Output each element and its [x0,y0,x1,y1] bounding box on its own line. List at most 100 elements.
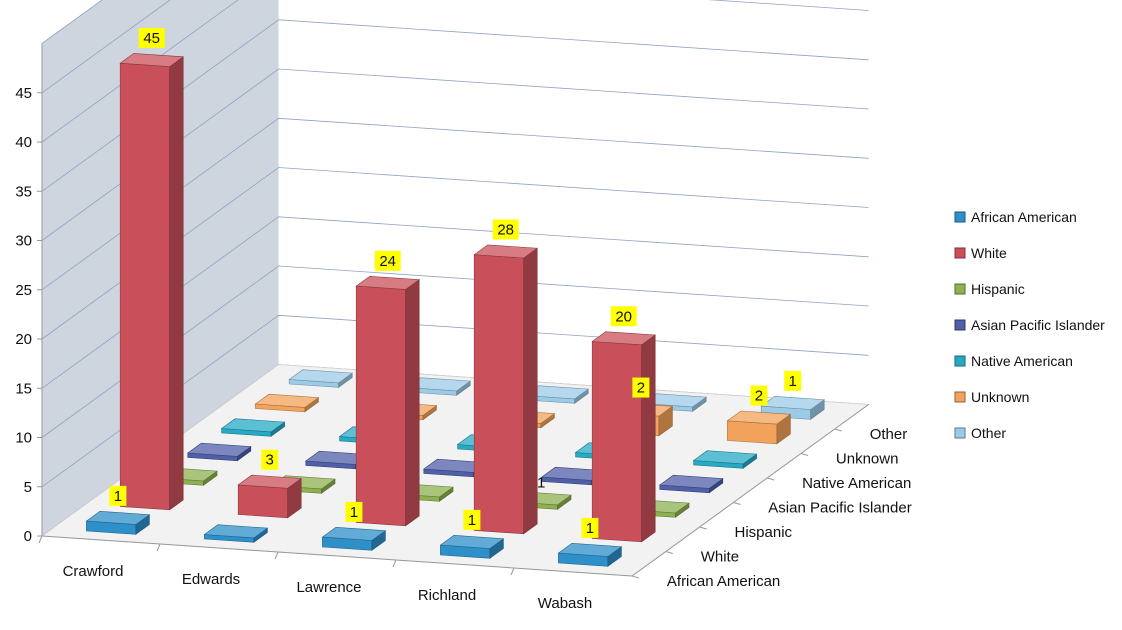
data-label: 20 [610,306,637,327]
bar [186,442,252,462]
legend-item: African American [954,209,1077,225]
data-label-text: 45 [143,30,160,47]
bar [726,410,792,445]
back-wall [278,0,869,405]
legend-label: White [971,245,1007,261]
legend-item: White [954,245,1007,261]
x-tick-mark [510,567,515,576]
x-tick-mark [156,543,161,552]
legend-swatch [954,247,966,259]
bar [237,474,303,519]
legend-swatch [954,391,966,403]
bar-top-face [220,418,286,433]
depth-tick-mark [699,526,707,530]
data-label: 45 [138,28,165,48]
bar-top-face [692,450,758,465]
series-axis-label: White [701,548,739,565]
y-tick-label: 20 [15,331,32,348]
data-labels: 1 1 1 1 45 3 24 28 20 2 2 1 1 [109,28,802,538]
data-label-text: 1 [586,520,594,537]
bar [119,53,185,511]
bar-top-face [557,542,623,557]
legend-swatch [954,319,966,331]
bar [658,474,724,494]
bar-top-face [760,395,826,410]
y-tick-label: 15 [15,380,32,397]
data-label: 1 [109,485,127,506]
bar-top-face [439,534,505,549]
x-tick-mark [274,551,279,560]
data-label: 2 [632,377,650,398]
series-axis-label: African American [667,573,780,590]
data-label: 1 [784,370,802,391]
data-label-box [610,306,637,327]
gridline [41,0,171,94]
legend-label: African American [971,209,1077,225]
bar-top-face [591,331,657,346]
category-label: Wabash [538,595,592,612]
data-label: 1 [345,501,363,522]
legend-swatch [954,283,966,295]
legend-item: Unknown [954,389,1029,405]
bar [288,369,354,388]
axes: 0 5 10 15 20 25 30 35 40 45 Crawford Edwards Lawrenc… [15,43,912,612]
x-axis-line [41,535,633,577]
depth-tick-mark [733,502,741,505]
data-label: 24 [374,250,401,271]
bar-top-face [321,526,387,541]
bar-top-face [254,393,320,408]
bar [254,393,320,413]
series-axis-label: Asian Pacific Islander [768,499,911,516]
data-label: 1 [581,517,599,538]
category-label: Richland [418,587,476,604]
bar [692,450,758,469]
bar-top-face [237,474,303,489]
legend-label: Native American [971,353,1073,369]
category-label: Crawford [63,563,124,580]
bar-top-face [119,53,185,67]
legend-swatch [954,211,966,223]
bar-top-face [203,524,269,539]
data-label-box [632,377,650,398]
series-axis-label: Other [870,426,908,443]
legend-label: Unknown [971,389,1029,405]
data-label: 1 [463,509,481,530]
stray-data-label: 1 [537,475,545,492]
bar [473,244,539,535]
data-label-text: 1 [350,504,358,521]
bar-front-face [237,484,289,519]
series-axis-label: Hispanic [735,524,793,541]
data-label-text: 2 [755,388,763,405]
bar-front-face [727,420,778,445]
depth-tick-mark [800,453,809,456]
data-label: 28 [492,219,519,240]
legend-swatch [954,427,966,439]
bar-top-face [726,410,792,425]
data-label-text: 1 [789,373,797,390]
y-tick-label: 45 [15,85,32,102]
legend-label: Other [971,425,1006,441]
data-label-text: 3 [266,452,274,469]
y-tick-label: 5 [24,479,32,496]
y-tick-label: 10 [15,430,32,447]
depth-tick-mark [631,575,640,579]
bar [557,542,623,567]
x-tick-mark [392,559,397,568]
data-label-box [750,385,768,406]
data-label-text: 24 [379,253,396,270]
bar [439,534,505,559]
category-label: Edwards [182,571,240,588]
bar-side-face [523,247,538,535]
bar-top-face [658,474,724,489]
bar [591,331,657,543]
data-label-text: 28 [497,221,514,238]
bar-top-face [85,510,151,525]
data-label-text: 1 [468,512,476,529]
data-label-box [463,509,481,530]
bar-top-face [355,275,421,290]
bar-front-face [473,254,525,535]
bar [321,526,387,551]
bars [85,53,826,567]
y-tick-label: 40 [15,134,32,151]
bar-top-face [186,442,252,457]
